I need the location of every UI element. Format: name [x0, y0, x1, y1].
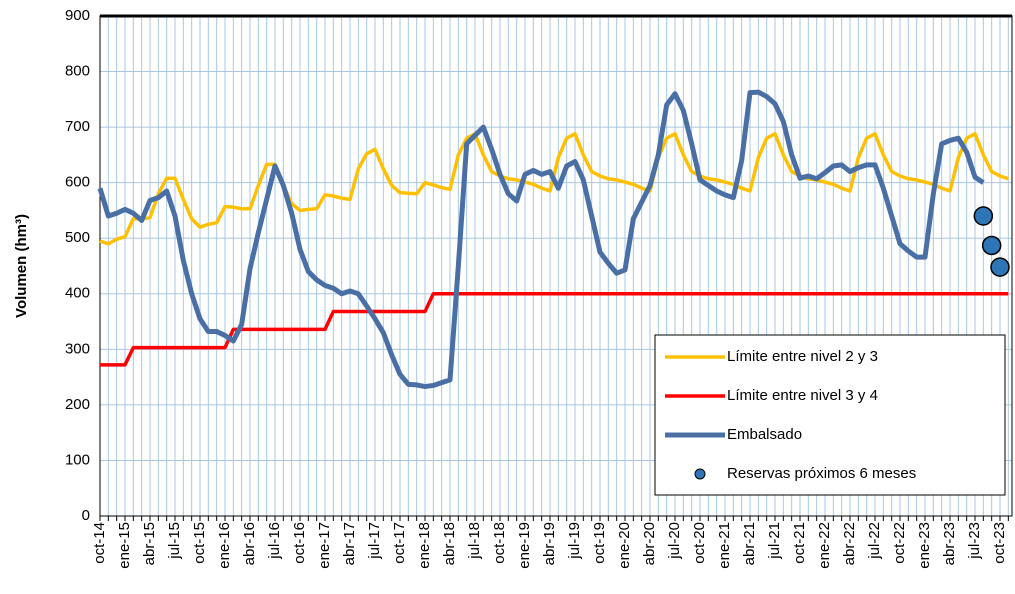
x-tick-label: jul-18 — [466, 522, 483, 560]
x-tick-label: abr-18 — [441, 522, 458, 565]
x-tick-label: abr-21 — [741, 522, 758, 565]
x-tick-label: abr-23 — [941, 522, 958, 565]
y-tick-label: 300 — [65, 340, 90, 357]
x-tick-label: abr-15 — [141, 522, 158, 565]
y-tick-label: 700 — [65, 118, 90, 135]
x-tick-label: oct-17 — [391, 522, 408, 564]
x-tick-label: jul-21 — [766, 522, 783, 560]
x-tick-label: abr-22 — [841, 522, 858, 565]
forecast-marker — [973, 206, 994, 226]
x-tick-label: oct-19 — [591, 522, 608, 564]
x-tick-label: jul-16 — [266, 522, 283, 560]
x-tick-label: jul-22 — [866, 522, 883, 560]
y-tick-label: 0 — [82, 507, 90, 524]
x-tick-label: ene-15 — [116, 522, 133, 569]
x-tick-label: jul-17 — [366, 522, 383, 560]
x-tick-label: ene-22 — [816, 522, 833, 569]
series-line — [97, 89, 985, 390]
y-tick-label: 800 — [65, 63, 90, 80]
legend-label: Reservas próximos 6 meses — [727, 465, 916, 482]
forecast-marker — [990, 257, 1010, 277]
x-tick-label: ene-23 — [916, 522, 933, 569]
legend-label: Embalsado — [727, 426, 802, 443]
x-tick-label: jul-19 — [566, 522, 583, 560]
series-line — [99, 132, 1009, 246]
x-tick-label: ene-21 — [716, 522, 733, 569]
x-tick-label: oct-23 — [991, 522, 1008, 564]
x-tick-label: oct-21 — [791, 522, 808, 564]
x-tick-label: oct-18 — [491, 522, 508, 564]
x-tick-label: ene-16 — [216, 522, 233, 569]
x-tick-label: ene-17 — [316, 522, 333, 569]
forecast-marker — [981, 235, 1002, 256]
x-tick-label: ene-19 — [516, 522, 533, 569]
legend-label: Límite entre nivel 3 y 4 — [727, 387, 878, 404]
x-tick-label: oct-20 — [691, 522, 708, 564]
x-tick-label: ene-20 — [616, 522, 633, 569]
legend-label: Límite entre nivel 2 y 3 — [727, 348, 878, 365]
y-tick-label: 500 — [65, 229, 90, 246]
legend-marker — [694, 468, 706, 480]
x-tick-label: oct-14 — [91, 522, 108, 564]
x-tick-label: ene-18 — [416, 522, 433, 569]
x-tick-label: jul-20 — [666, 522, 683, 560]
x-tick-label: jul-15 — [166, 522, 183, 560]
x-tick-label: oct-15 — [191, 522, 208, 564]
y-axis-label: Volumen (hm³) — [13, 214, 30, 318]
legend-box — [654, 334, 1006, 496]
x-tick-label: abr-19 — [541, 522, 558, 565]
x-tick-label: oct-22 — [891, 522, 908, 564]
x-tick-label: abr-17 — [341, 522, 358, 565]
y-tick-label: 600 — [65, 174, 90, 191]
series-line — [100, 292, 1009, 367]
y-tick-label: 100 — [65, 451, 90, 468]
x-tick-label: jul-23 — [966, 522, 983, 560]
y-tick-label: 200 — [65, 396, 90, 413]
x-tick-label: abr-16 — [241, 522, 258, 565]
y-tick-label: 400 — [65, 285, 90, 302]
y-tick-label: 900 — [65, 7, 90, 24]
x-tick-label: abr-20 — [641, 522, 658, 565]
x-tick-label: oct-16 — [291, 522, 308, 564]
